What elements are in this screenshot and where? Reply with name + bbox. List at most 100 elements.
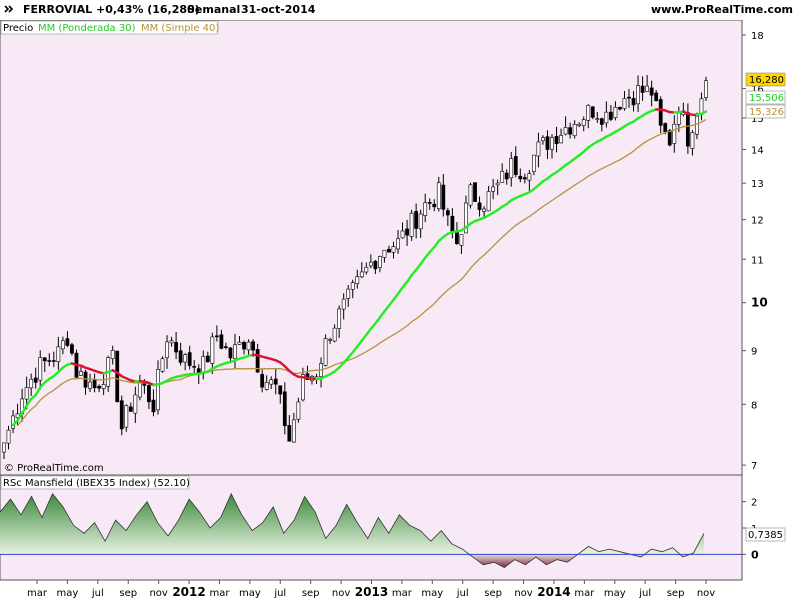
candle [599, 117, 604, 132]
symbol-name: FERROVIAL [23, 3, 93, 16]
wma-segment [419, 256, 427, 266]
last-price-box [745, 72, 786, 87]
wma-segment [374, 316, 382, 325]
candle [287, 415, 292, 442]
price-tick-label: 7 [751, 461, 757, 472]
wma-segment [20, 404, 28, 415]
time-tick-label: nov [697, 588, 715, 599]
candle [486, 185, 491, 212]
candle [373, 259, 378, 275]
candle [513, 146, 518, 178]
candle [418, 209, 423, 238]
candle [269, 376, 274, 390]
candle [110, 345, 115, 365]
candle [604, 101, 609, 128]
wma-segment [383, 304, 391, 313]
date-label: 31-oct-2014 [241, 3, 316, 16]
indicator-title: RSc Mansfield (IBEX35 Index) (52.10) [3, 478, 190, 489]
wma-line [11, 108, 708, 427]
candle [622, 91, 627, 111]
candle [83, 369, 88, 395]
price-change: +0,43% (16,280) [96, 3, 200, 16]
candle [695, 112, 699, 140]
candle [214, 325, 219, 342]
candle [341, 293, 346, 320]
time-tick-label: sep [119, 588, 137, 599]
candle [572, 120, 577, 139]
candle [586, 104, 591, 129]
time-tick-label: may [57, 588, 79, 599]
candle [328, 337, 332, 344]
candle [559, 128, 563, 144]
candles-group [2, 75, 708, 460]
candle [640, 76, 645, 101]
time-tick-label: mar [392, 588, 413, 599]
sma-line [17, 119, 707, 427]
wma-segment [351, 345, 359, 354]
candle [459, 234, 464, 254]
legend-sma: MM (Simple 40) [141, 23, 219, 34]
candle [97, 384, 102, 393]
wma-segment [392, 292, 400, 302]
candle [147, 382, 151, 410]
price-tick-label: 8 [751, 400, 757, 411]
site-url[interactable]: www.ProRealTime.com [650, 3, 793, 16]
candle [627, 89, 631, 108]
candle [427, 198, 432, 210]
wma-segment [387, 298, 395, 307]
candle [65, 331, 70, 348]
candle [33, 367, 38, 389]
time-tick-label: may [421, 588, 443, 599]
price-tick-label: 15 [751, 114, 764, 125]
candle [590, 106, 595, 120]
candle [473, 182, 477, 202]
last-sma-box [745, 104, 786, 119]
candle [445, 207, 450, 226]
time-tick-label: may [604, 588, 626, 599]
candle [414, 203, 419, 239]
candle [500, 163, 505, 183]
candle [468, 182, 473, 209]
candle [690, 130, 695, 156]
candle [219, 329, 224, 350]
time-tick-label: mar [209, 588, 230, 599]
candle [101, 374, 106, 396]
candle [554, 126, 559, 153]
time-tick-label: 2013 [355, 585, 388, 599]
chart-canvas: Precio MM (Ponderada 30) MM (Simple 40) … [0, 20, 786, 599]
candle [432, 199, 437, 212]
candle [228, 347, 233, 363]
candle [151, 389, 156, 417]
candle [545, 130, 550, 159]
last-sma-value: 15,326 [749, 107, 784, 118]
wma-segment [34, 386, 42, 397]
candle [436, 176, 441, 212]
last-wma-value: 15,506 [749, 93, 784, 104]
candle [2, 442, 6, 460]
candle [115, 350, 120, 403]
candle [631, 90, 636, 112]
time-tick-label: mar [27, 588, 48, 599]
candle [224, 342, 228, 350]
candle [541, 135, 545, 145]
time-tick-label: jul [273, 588, 286, 599]
candle [654, 89, 659, 102]
candle [527, 170, 532, 191]
candle [264, 375, 269, 391]
candle [128, 402, 133, 412]
candle [355, 269, 360, 289]
time-tick-label: jul [91, 588, 104, 599]
time-tick-label: may [239, 588, 261, 599]
candle [568, 122, 573, 139]
candle [531, 154, 536, 176]
legend-wma: MM (Ponderada 30) [38, 23, 136, 34]
candle [70, 342, 74, 356]
price-tick-label: 18 [751, 31, 764, 42]
candle [124, 404, 129, 432]
candle [346, 285, 351, 307]
candle [133, 386, 138, 423]
candle [210, 332, 215, 375]
candle [60, 336, 65, 355]
candle [119, 395, 124, 436]
expand-icon[interactable] [3, 3, 17, 15]
